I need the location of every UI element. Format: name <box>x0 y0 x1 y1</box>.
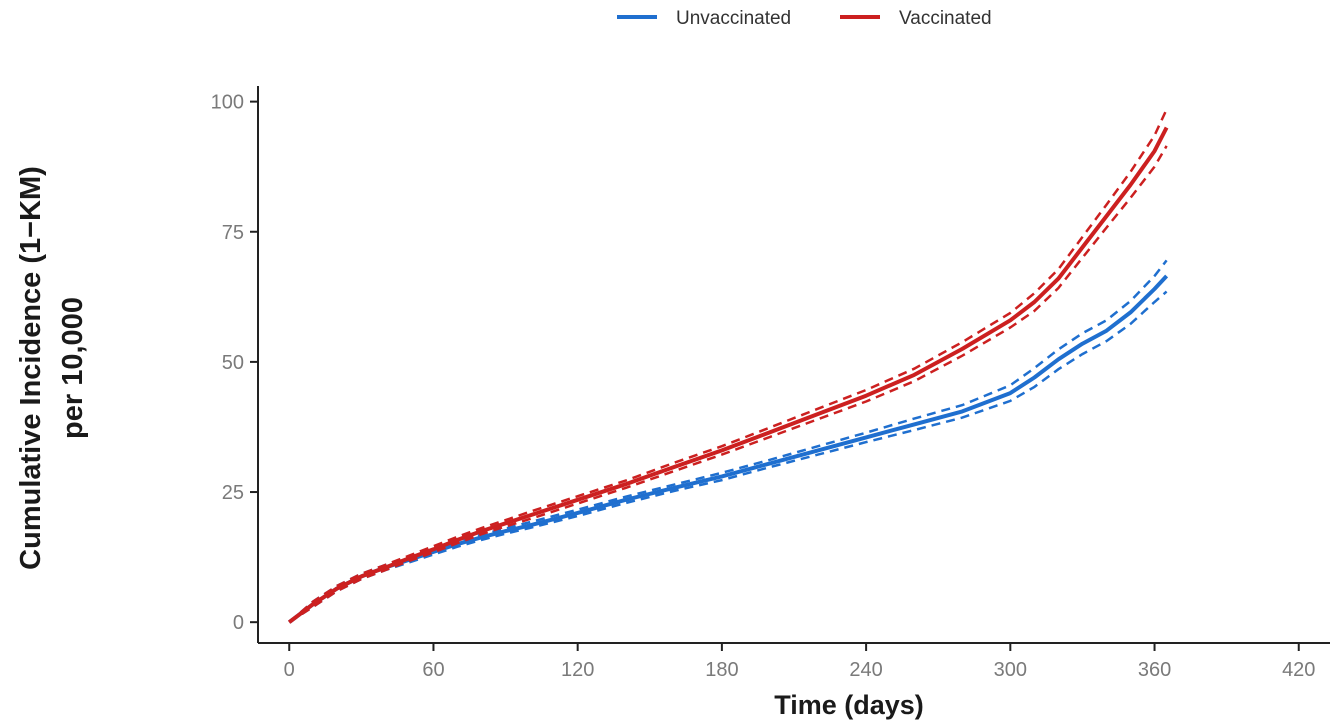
y-tick-label: 25 <box>222 482 244 504</box>
vaccinated-upper-ci-line <box>288 108 1168 624</box>
y-axis-title-line2: per 10,000 <box>57 297 89 439</box>
axes: 0 60 120 180 240 300 360 420 0 25 50 75 100 <box>211 86 1330 681</box>
x-tick-label: 300 <box>994 659 1027 681</box>
vaccinated-series-line <box>287 126 1169 624</box>
x-tick-label: 180 <box>705 659 738 681</box>
y-tick-label: 75 <box>222 222 244 244</box>
series-layer <box>287 108 1169 624</box>
x-tick-label: 0 <box>284 659 295 681</box>
x-tick-label: 120 <box>561 659 594 681</box>
unvaccinated-upper-ci-line <box>288 259 1168 624</box>
x-tick-label: 360 <box>1138 659 1171 681</box>
legend-label-unvaccinated: Unvaccinated <box>676 8 791 29</box>
y-tick-label: 0 <box>233 612 244 634</box>
x-tick-label: 240 <box>849 659 882 681</box>
y-axis-title-line1: Cumulative Incidence (1−KM) <box>15 166 47 570</box>
legend-label-vaccinated: Vaccinated <box>899 8 992 29</box>
x-axis-title: Time (days) <box>774 690 924 720</box>
x-tick-label: 420 <box>1282 659 1315 681</box>
y-tick-label: 100 <box>211 92 244 114</box>
vaccinated-lower-ci-line <box>288 145 1168 624</box>
x-tick-label: 60 <box>422 659 444 681</box>
unvaccinated-lower-ci-line <box>288 290 1168 624</box>
y-tick-label: 50 <box>222 352 244 374</box>
legend: Unvaccinated Vaccinated <box>617 8 992 29</box>
